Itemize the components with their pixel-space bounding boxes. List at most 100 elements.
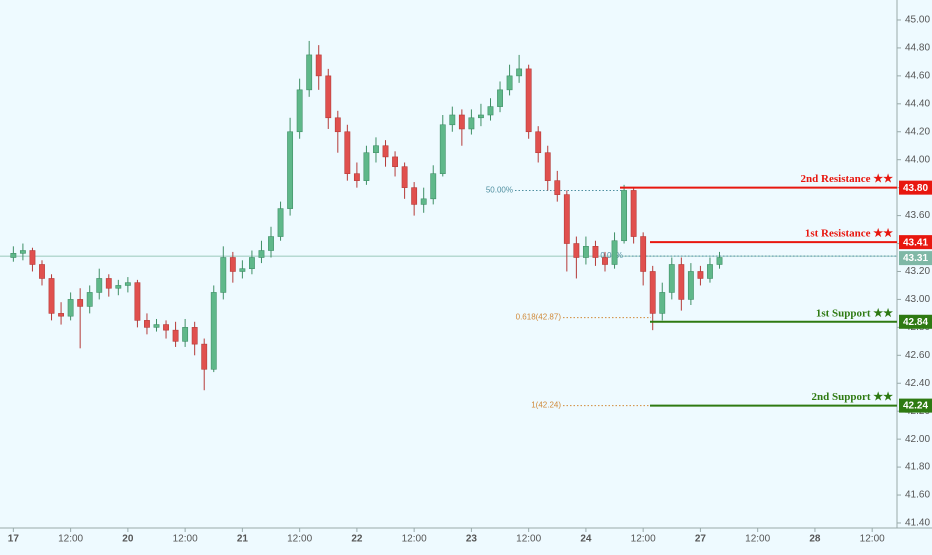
- price-box-label: 43.31: [903, 253, 928, 264]
- candle-body: [77, 299, 84, 307]
- price-box: [899, 314, 932, 329]
- candle-body: [630, 190, 637, 237]
- candle-body: [229, 257, 236, 272]
- candle-body: [268, 236, 274, 251]
- candle-body: [478, 114, 484, 119]
- candle-body: [506, 75, 513, 91]
- candle-body: [124, 282, 131, 286]
- candle-body: [258, 250, 265, 258]
- candle-body: [382, 145, 389, 158]
- candle-body: [19, 250, 26, 254]
- y-tick-label: 41.40: [905, 518, 930, 529]
- x-tick-label: 12:00: [516, 534, 541, 545]
- candle-body: [497, 89, 503, 107]
- level-label: 1st Support ★★: [816, 307, 893, 319]
- x-tick-label: 12:00: [860, 534, 885, 545]
- candle-body: [535, 131, 542, 154]
- y-tick-label: 44.80: [905, 43, 930, 54]
- candle-body: [48, 278, 55, 314]
- candle-body: [182, 327, 189, 342]
- candle-body: [29, 250, 36, 265]
- candle-body: [58, 313, 64, 317]
- candle-body: [334, 117, 341, 133]
- candle-body: [611, 240, 618, 265]
- y-tick-label: 43.00: [905, 294, 930, 305]
- price-box: [899, 251, 932, 266]
- candle-body: [707, 264, 713, 279]
- level-label: 2nd Resistance ★★: [801, 173, 894, 185]
- candle-body: [220, 257, 227, 293]
- candle-body: [287, 131, 294, 209]
- y-tick-label: 44.20: [905, 126, 930, 137]
- y-tick-label: 44.60: [905, 71, 930, 82]
- candle-body: [10, 253, 17, 258]
- candle-body: [602, 257, 608, 265]
- x-tick-label: 17: [8, 534, 20, 545]
- candle-body: [191, 327, 198, 345]
- candle-body: [516, 68, 523, 77]
- candle-body: [96, 278, 103, 293]
- candle-body: [563, 194, 570, 244]
- candle-body: [239, 268, 246, 272]
- candle-body: [201, 343, 208, 370]
- level-label: 1st Resistance ★★: [805, 228, 893, 240]
- candle-body: [649, 271, 656, 314]
- candle-body: [277, 208, 284, 237]
- y-tick-label: 41.80: [905, 462, 930, 473]
- y-tick-label: 41.60: [905, 490, 930, 501]
- candle-body: [573, 243, 580, 258]
- x-tick-label: 21: [237, 534, 249, 545]
- candle-body: [172, 329, 179, 342]
- candle-body: [439, 124, 446, 174]
- candle-body: [115, 285, 122, 289]
- candle-body: [668, 264, 675, 293]
- candle-body: [420, 198, 427, 205]
- x-tick-label: 24: [580, 534, 592, 545]
- x-tick-label: 22: [351, 534, 363, 545]
- candle-body: [67, 299, 74, 317]
- price-box: [899, 398, 932, 413]
- fib-label: 1(42.24): [531, 401, 561, 410]
- candle-body: [401, 166, 408, 188]
- candle-body: [525, 68, 532, 133]
- candle-body: [449, 114, 456, 126]
- candle-body: [86, 292, 93, 307]
- y-tick-label: 42.00: [905, 434, 930, 445]
- candle-body: [296, 89, 303, 133]
- y-tick-label: 44.40: [905, 98, 930, 109]
- candle-body: [458, 114, 465, 130]
- candle-body: [487, 106, 494, 116]
- candle-body: [144, 320, 150, 328]
- candle-body: [306, 54, 313, 91]
- y-tick-label: 45.00: [905, 15, 930, 26]
- x-tick-label: 12:00: [402, 534, 427, 545]
- price-box: [899, 180, 932, 195]
- level-label: 2nd Support ★★: [812, 391, 894, 403]
- x-tick-label: 27: [695, 534, 707, 545]
- candle-body: [392, 156, 398, 167]
- candle-body: [687, 271, 694, 300]
- candle-body: [163, 324, 169, 331]
- candle-body: [344, 131, 351, 174]
- candle-body: [248, 257, 255, 269]
- candle-body: [411, 187, 418, 205]
- x-tick-label: 23: [466, 534, 478, 545]
- y-tick-label: 44.00: [905, 154, 930, 165]
- candle-body: [430, 173, 437, 200]
- candle-body: [554, 180, 561, 195]
- candle-body: [134, 282, 141, 321]
- x-tick-label: 20: [122, 534, 134, 545]
- x-tick-label: 12:00: [58, 534, 83, 545]
- price-box-label: 43.80: [903, 183, 928, 194]
- fib-label: 50.00%: [486, 186, 513, 195]
- x-tick-label: 28: [809, 534, 821, 545]
- price-box-label: 42.84: [903, 317, 928, 328]
- candle-body: [621, 190, 628, 242]
- price-box-label: 43.41: [903, 237, 928, 248]
- price-box-label: 42.24: [903, 401, 928, 412]
- candle-body: [325, 75, 332, 119]
- candle-body: [697, 271, 704, 279]
- y-tick-label: 42.40: [905, 378, 930, 389]
- y-tick-label: 43.20: [905, 266, 930, 277]
